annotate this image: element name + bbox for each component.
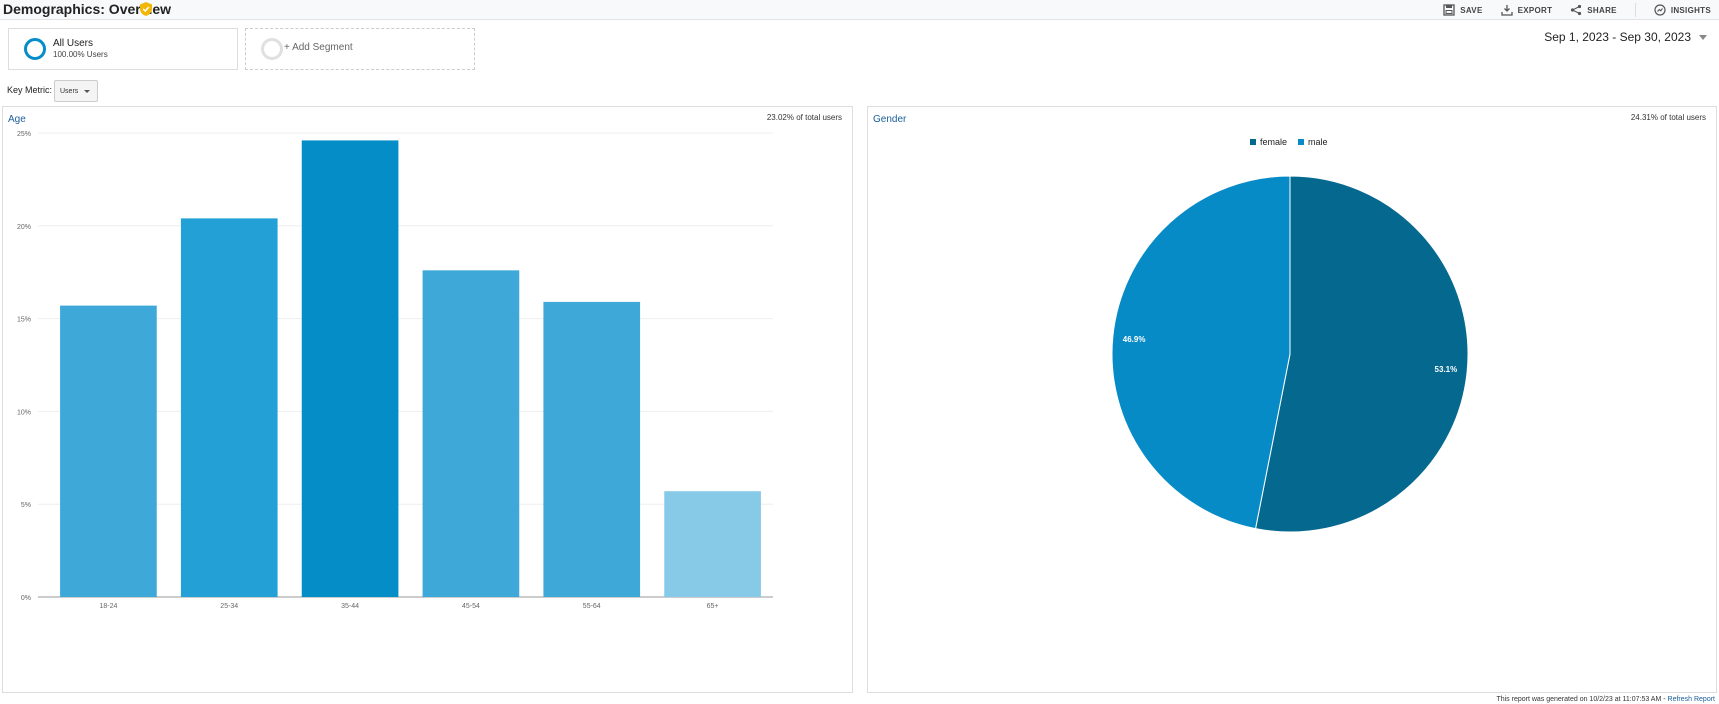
refresh-report-link[interactable]: Refresh Report — [1667, 696, 1715, 703]
age-bar — [543, 301, 641, 597]
age-panel: Age 23.02% of total users 0% 5% 10% 15% 20% 2… — [2, 106, 853, 693]
legend-label: male — [1308, 137, 1328, 147]
age-bar-chart: 0% 5% 10% 15% 20% 25% 18-24 25-34 35-44 45-54 55-6… — [17, 131, 773, 610]
pie-slice-label: 53.1% — [1435, 365, 1458, 374]
x-tick-label: 65+ — [707, 603, 719, 610]
pie-slice — [1254, 175, 1469, 533]
share-button[interactable]: SHARE — [1570, 4, 1617, 16]
age-bar — [180, 218, 278, 597]
gender-share-text: 24.31% of total users — [1630, 113, 1706, 122]
date-range-label: Sep 1, 2023 - Sep 30, 2023 — [1544, 30, 1691, 44]
page-title: Demographics: Overview — [3, 1, 172, 17]
insights-label: INSIGHTS — [1670, 5, 1711, 15]
age-share-text: 23.02% of total users — [766, 113, 842, 122]
y-tick-label: 20% — [17, 224, 31, 231]
x-tick-label: 45-54 — [462, 603, 480, 610]
x-tick-label: 25-34 — [220, 603, 238, 610]
insights-icon — [1654, 4, 1666, 16]
key-metric-select[interactable]: Users — [54, 80, 98, 102]
export-label: EXPORT — [1517, 5, 1553, 15]
export-button[interactable]: EXPORT — [1500, 4, 1553, 16]
save-button[interactable]: SAVE — [1443, 4, 1482, 16]
pie-slice — [1111, 175, 1291, 530]
share-icon — [1571, 4, 1582, 16]
age-bar — [60, 305, 157, 597]
segment-name: All Users — [53, 38, 94, 49]
save-icon — [1443, 4, 1455, 16]
age-panel-title[interactable]: Age — [8, 114, 26, 125]
x-tick-label: 55-64 — [583, 603, 601, 610]
segment-percent: 100.00% Users — [53, 50, 108, 59]
date-range-picker[interactable]: Sep 1, 2023 - Sep 30, 2023 — [1544, 30, 1707, 44]
key-metric-value: Users — [60, 87, 79, 95]
share-label: SHARE — [1587, 5, 1617, 15]
key-metric-label: Key Metric: — [7, 85, 53, 95]
report-generated-text: This report was generated on 10/2/23 at … — [1496, 696, 1668, 703]
segment-indicator-icon — [24, 38, 46, 60]
y-tick-label: 25% — [17, 131, 31, 138]
toolbar-divider — [1634, 3, 1636, 17]
y-tick-label: 10% — [17, 409, 31, 416]
segment-all-users[interactable]: All Users 100.00% Users — [8, 28, 238, 70]
add-segment-button[interactable]: + Add Segment — [245, 28, 475, 70]
save-label: SAVE — [1460, 5, 1483, 15]
insights-button[interactable]: INSIGHTS — [1654, 4, 1711, 16]
gender-pie-chart: female male 53.1% 46.9% — [1111, 137, 1469, 533]
gender-panel-title[interactable]: Gender — [873, 114, 907, 125]
pie-slice-label: 46.9% — [1123, 335, 1146, 344]
legend-swatch — [1250, 139, 1256, 145]
y-tick-label: 0% — [21, 595, 31, 602]
report-header: Demographics: Overview SAVE EXPORT SHARE… — [0, 0, 1719, 20]
report-generated-note: This report was generated on 10/2/23 at … — [1496, 696, 1715, 703]
age-bar — [301, 140, 399, 597]
empty-segment-icon — [261, 38, 283, 60]
export-icon — [1500, 5, 1513, 16]
y-tick-label: 5% — [21, 502, 31, 509]
legend-label: female — [1260, 137, 1287, 147]
legend-swatch — [1298, 139, 1304, 145]
y-tick-label: 15% — [17, 317, 31, 324]
x-tick-label: 18-24 — [99, 603, 117, 610]
chevron-down-icon — [1699, 34, 1707, 40]
gender-panel: Gender 24.31% of total users female male 5… — [867, 106, 1717, 693]
report-toolbar: SAVE EXPORT SHARE INSIGHTS — [1443, 2, 1711, 18]
age-bar — [422, 270, 520, 597]
x-tick-label: 35-44 — [341, 603, 359, 610]
add-segment-label: + Add Segment — [284, 42, 353, 53]
verified-badge-icon — [140, 2, 152, 16]
age-bar — [664, 491, 761, 597]
chevron-down-icon — [84, 89, 91, 93]
